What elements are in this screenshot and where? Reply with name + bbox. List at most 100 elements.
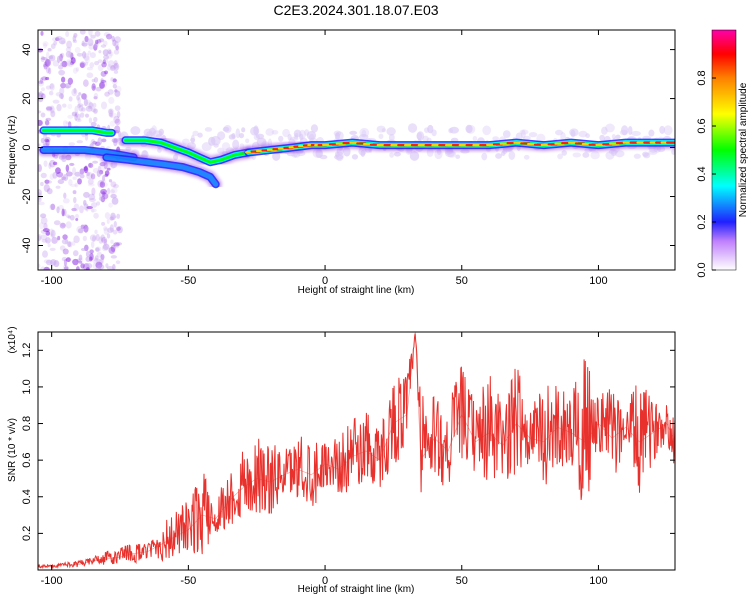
noise-blob xyxy=(95,39,99,45)
noise-blob xyxy=(582,152,590,158)
noise-blob xyxy=(92,235,96,242)
noise-blob xyxy=(108,202,113,208)
noise-blob xyxy=(60,82,67,89)
noise-blob xyxy=(60,60,67,66)
noise-blob xyxy=(112,78,117,83)
noise-blob xyxy=(44,118,49,126)
x-tick-label: -100 xyxy=(41,575,63,587)
noise-blob xyxy=(238,132,245,139)
noise-blob xyxy=(44,179,50,184)
noise-blob xyxy=(79,112,85,118)
y-tick-label: 0.6 xyxy=(21,453,33,468)
noise-blob xyxy=(41,76,48,81)
noise-blob xyxy=(108,108,113,117)
noise-blob xyxy=(109,65,116,71)
noise-blob xyxy=(111,187,118,194)
noise-blob xyxy=(72,39,78,44)
noise-blob xyxy=(78,260,83,264)
noise-blob xyxy=(43,43,48,49)
noise-blob xyxy=(90,208,97,213)
noise-blob xyxy=(80,247,87,252)
noise-blob xyxy=(45,180,53,184)
noise-blob xyxy=(65,257,71,263)
noise-blob xyxy=(38,235,42,242)
noise-blob xyxy=(50,110,56,118)
noise-blob xyxy=(83,98,88,107)
noise-blob xyxy=(114,137,120,144)
colorbar-tick-label: 0.8 xyxy=(696,70,708,85)
noise-blob xyxy=(93,108,98,114)
noise-blob xyxy=(68,96,73,102)
noise-blob xyxy=(112,39,117,47)
noise-blob xyxy=(108,113,113,118)
noise-blob xyxy=(52,172,58,179)
noise-blob xyxy=(75,266,80,270)
noise-blob xyxy=(93,212,99,219)
noise-blob xyxy=(66,40,73,49)
noise-blob xyxy=(58,37,66,45)
noise-blob xyxy=(608,149,618,155)
noise-blob xyxy=(42,228,50,233)
noise-blob xyxy=(386,127,396,136)
noise-blob xyxy=(67,103,73,109)
noise-blob xyxy=(73,196,77,204)
noise-blob xyxy=(48,67,52,75)
noise-blob xyxy=(68,51,74,58)
noise-blob xyxy=(88,117,93,124)
noise-blob xyxy=(416,131,425,141)
noise-blob xyxy=(92,262,99,270)
colorbar-ticks: 0.0 0.2 0.4 0.6 0.8 xyxy=(696,70,716,278)
noise-blob xyxy=(43,259,51,264)
noise-blob xyxy=(43,63,47,68)
noise-blob xyxy=(82,51,87,59)
noise-blob xyxy=(79,173,85,179)
noise-blob xyxy=(85,105,93,112)
noise-blob xyxy=(45,106,53,112)
y-tick-label: -20 xyxy=(21,189,33,205)
noise-blob xyxy=(104,212,111,220)
noise-blob xyxy=(114,105,121,111)
noise-blob xyxy=(82,223,88,229)
noise-blob xyxy=(110,64,115,70)
noise-blob xyxy=(100,234,106,242)
noise-blob xyxy=(228,134,236,140)
y-tick-label: 1.0 xyxy=(21,379,33,394)
noise-blob xyxy=(103,54,110,60)
noise-blob xyxy=(100,79,107,83)
noise-blob xyxy=(41,239,48,243)
noise-blob xyxy=(151,125,157,135)
noise-blob xyxy=(89,62,95,68)
noise-blob xyxy=(77,228,84,234)
y-tick-label: 20 xyxy=(21,92,33,104)
noise-blob xyxy=(76,52,83,57)
noise-blob xyxy=(77,104,81,109)
noise-blob xyxy=(59,245,66,251)
noise-blob xyxy=(111,138,119,143)
noise-blob xyxy=(557,153,563,160)
noise-blob xyxy=(648,150,658,155)
noise-blob xyxy=(104,91,110,97)
noise-blob xyxy=(79,205,84,214)
noise-blob xyxy=(76,118,82,123)
noise-blob xyxy=(113,220,117,228)
noise-blob xyxy=(61,76,66,83)
x-tick-label: 100 xyxy=(589,575,607,587)
noise-blob xyxy=(103,58,109,64)
noise-blob xyxy=(49,83,54,89)
noise-blob xyxy=(81,42,88,47)
noise-blob xyxy=(106,167,111,171)
noise-blob xyxy=(114,40,119,49)
noise-blob xyxy=(310,124,319,133)
noise-blob xyxy=(90,241,95,249)
noise-blob xyxy=(62,234,68,240)
noise-blob xyxy=(605,123,615,133)
noise-blob xyxy=(61,155,67,163)
spectrogram-y-axis-label: Frequency (Hz) xyxy=(7,116,18,185)
noise-blob xyxy=(182,138,190,145)
noise-blob xyxy=(108,179,113,183)
noise-blob xyxy=(85,250,90,258)
colorbar-label: Normalized spectral amplitude xyxy=(738,82,749,217)
noise-blob xyxy=(88,30,93,36)
noise-blob xyxy=(72,67,78,74)
noise-blob xyxy=(50,259,57,266)
